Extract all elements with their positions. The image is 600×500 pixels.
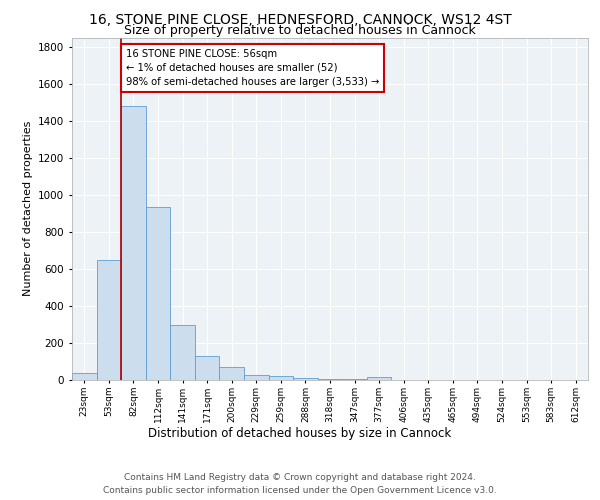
Bar	[195, 356, 220, 380]
Text: Contains HM Land Registry data © Crown copyright and database right 2024.
Contai: Contains HM Land Registry data © Crown c…	[103, 472, 497, 494]
Bar	[244, 376, 269, 380]
Text: Size of property relative to detached houses in Cannock: Size of property relative to detached ho…	[124, 24, 476, 37]
Bar	[367, 376, 391, 380]
Bar	[121, 106, 146, 380]
Bar	[72, 372, 97, 380]
Bar	[170, 326, 195, 380]
Bar	[97, 260, 121, 380]
Text: 16, STONE PINE CLOSE, HEDNESFORD, CANNOCK, WS12 4ST: 16, STONE PINE CLOSE, HEDNESFORD, CANNOC…	[89, 12, 511, 26]
Text: 16 STONE PINE CLOSE: 56sqm
← 1% of detached houses are smaller (52)
98% of semi-: 16 STONE PINE CLOSE: 56sqm ← 1% of detac…	[126, 48, 379, 86]
Bar	[342, 379, 367, 380]
Bar	[318, 379, 342, 380]
Y-axis label: Number of detached properties: Number of detached properties	[23, 121, 32, 296]
Bar	[293, 378, 318, 380]
Bar	[146, 207, 170, 380]
Bar	[269, 376, 293, 380]
Bar	[220, 368, 244, 380]
Text: Distribution of detached houses by size in Cannock: Distribution of detached houses by size …	[148, 428, 452, 440]
